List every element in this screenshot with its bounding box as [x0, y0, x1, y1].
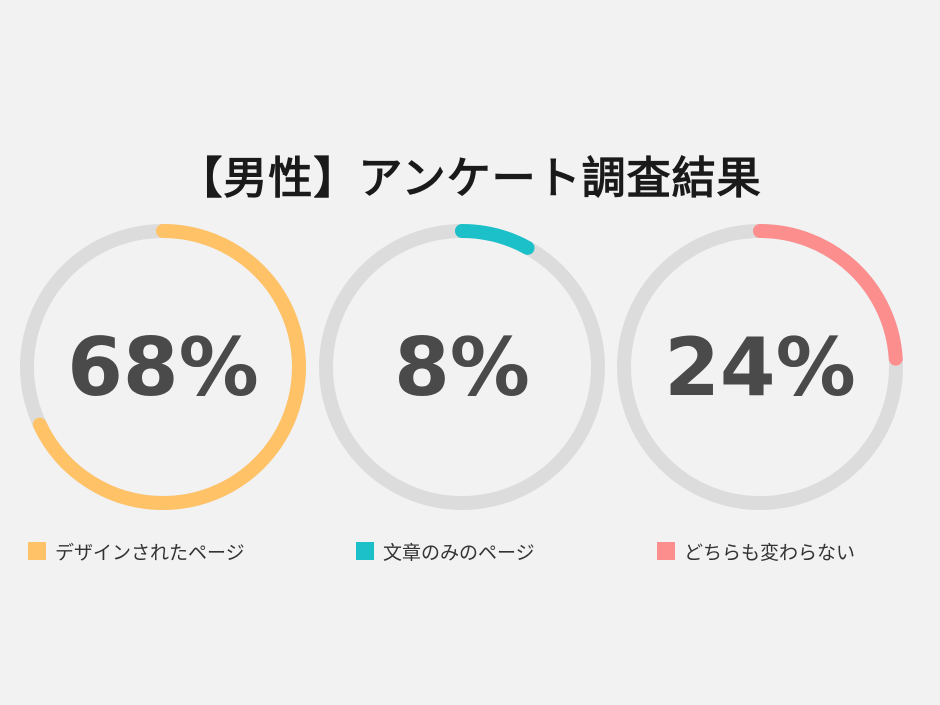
legend-item-designed-page: デザインされたページ	[28, 538, 245, 564]
legend-label: 文章のみのページ	[383, 541, 535, 564]
donut-arc	[20, 224, 306, 510]
percent-label: 68%	[67, 321, 258, 414]
legend-label: デザインされたページ	[55, 541, 245, 564]
donut-arc	[319, 224, 605, 510]
legend-label: どちらも変わらない	[684, 541, 856, 564]
legend-swatch	[657, 542, 675, 560]
chart-title: 【男性】アンケート調査結果	[178, 153, 762, 204]
legend-item-no-difference: どちらも変わらない	[657, 538, 855, 564]
legend-item-text-only-page: 文章のみのページ	[356, 538, 535, 564]
percent-label: 24%	[664, 321, 855, 414]
legend-swatch	[28, 542, 46, 560]
legend-swatch	[356, 542, 374, 560]
donut-arc	[617, 224, 903, 510]
percent-label: 8%	[394, 321, 530, 414]
